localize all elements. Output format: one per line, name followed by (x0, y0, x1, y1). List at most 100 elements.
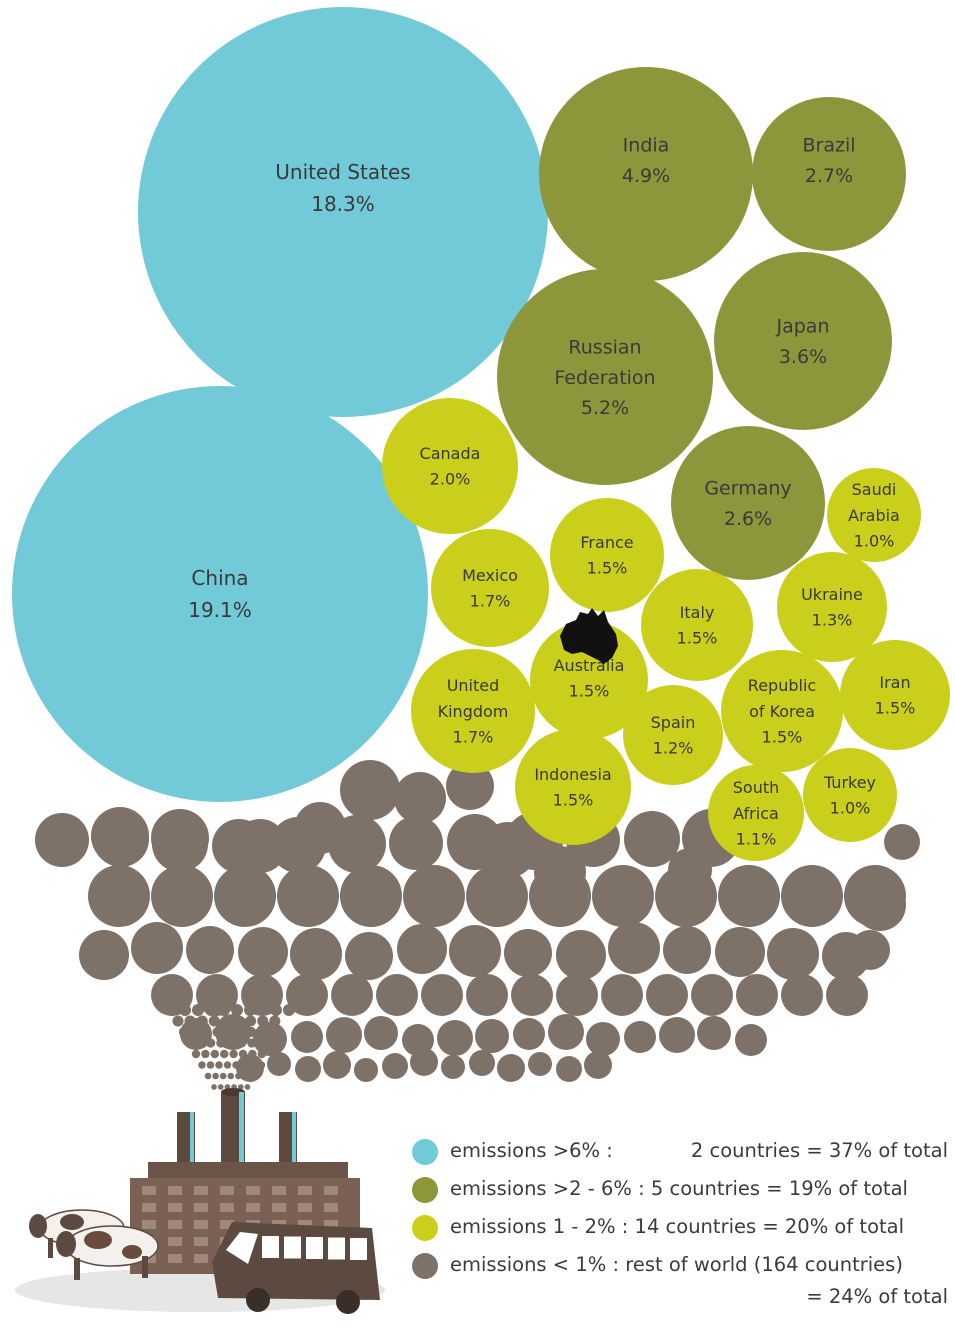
smoke-bubble-8 (270, 1004, 282, 1016)
bus-windows (262, 1236, 367, 1260)
cow-front-leg-1 (74, 1258, 80, 1280)
rest-bubble-74 (295, 1056, 321, 1082)
bubble-china (12, 386, 428, 802)
smoke-bubble-38 (201, 1049, 210, 1059)
factory-window-11 (220, 1203, 234, 1212)
rest-bubble-69 (659, 1017, 695, 1053)
bus-window-0 (262, 1236, 279, 1258)
smoke-bubble-4 (218, 1004, 230, 1016)
bubble-label-india: India (623, 135, 670, 157)
bubble-republic-of-korea (721, 650, 843, 772)
bubble-value-united-kingdom: 1.7% (453, 727, 494, 746)
legend: emissions >6% : 2 countries = 37% of tot… (412, 1136, 952, 1308)
bubble-value-china: 19.1% (188, 598, 252, 622)
bus-wheel-front (246, 1288, 270, 1312)
cow-front-spot-2 (122, 1245, 142, 1259)
bubble-value-japan: 3.6% (779, 346, 827, 368)
smoke-bubble-13 (208, 1015, 220, 1027)
smoke-bubble-46 (206, 1061, 215, 1069)
rest-bubble-58 (253, 1022, 287, 1056)
bubble-label-south-africa: South (733, 778, 780, 797)
smoke-bubble-11 (184, 1015, 196, 1027)
rest-bubble-95 (668, 848, 712, 892)
bubble-value-russian-federation: 5.2% (581, 397, 629, 419)
legend-detail-under1: = 24% of total (806, 1285, 948, 1308)
bubble-value-australia: 1.5% (569, 682, 610, 701)
cow-back-head (29, 1214, 47, 1238)
bubble-united-states (138, 7, 548, 417)
bubble-label-china: China (191, 566, 248, 590)
bubble-saudi-arabia (827, 468, 921, 562)
bubble-ukraine (777, 552, 887, 662)
smoke-bubble-17 (257, 1015, 269, 1027)
factory-window-7 (324, 1186, 338, 1195)
bus-illustration (212, 1222, 380, 1314)
legend-item-over6: emissions >6% : 2 countries = 37% of tot… (412, 1136, 952, 1174)
factory-window-12 (246, 1203, 260, 1212)
rest-bubble-20 (592, 865, 654, 927)
smoke-bubble-40 (220, 1049, 229, 1059)
rest-bubble-85 (340, 760, 400, 820)
bus-body (212, 1222, 380, 1300)
bubble-label-canada: Canada (420, 444, 481, 463)
smoke-bubble-0 (166, 1004, 178, 1016)
smoke-bubble-20 (190, 1026, 201, 1038)
rest-bubble-51 (646, 974, 688, 1016)
rest-bubble-87 (446, 762, 494, 810)
factory-window-15 (324, 1203, 338, 1212)
rest-bubble-35 (608, 922, 660, 974)
bubble-label-united-kingdom: United (447, 676, 500, 695)
rest-bubble-55 (826, 974, 868, 1016)
bubble-russian-federation (497, 269, 713, 485)
smoke-bubble-41 (229, 1049, 238, 1059)
rest-bubble-6 (389, 816, 443, 870)
bubble-australia (530, 621, 648, 739)
smoke-bubble-30 (205, 1038, 216, 1048)
rest-bubble-48 (511, 974, 553, 1016)
factory-window-5 (272, 1186, 286, 1195)
bubble-france (550, 498, 664, 612)
smoke-bubble-55 (219, 1072, 227, 1080)
rest-bubble-46 (421, 974, 463, 1016)
rest-bubble-29 (290, 928, 342, 980)
rest-bubble-60 (326, 1017, 362, 1053)
factory-window-2 (194, 1186, 208, 1195)
factory-window-10 (194, 1203, 208, 1212)
bubble-value-italy: 1.5% (677, 629, 718, 648)
rest-bubble-30 (345, 932, 393, 980)
bubble-label-united-states: United States (275, 160, 410, 184)
rest-bubble-31 (397, 924, 447, 974)
chimney-stripe-middle (239, 1092, 244, 1172)
smoke-bubble-56 (227, 1072, 235, 1080)
smoke-bubble-65 (244, 1084, 251, 1090)
bubble-value-germany: 2.6% (724, 508, 772, 530)
smoke-bubble-48 (223, 1061, 232, 1069)
bus-window-2 (306, 1237, 323, 1259)
cow-back-leg-1 (48, 1238, 53, 1258)
smoke-bubble-25 (246, 1026, 257, 1038)
bubble-label-saudi-arabia: Saudi (852, 480, 897, 499)
bubble-label-south-africa: Africa (733, 804, 779, 823)
smoke-bubble-21 (201, 1026, 212, 1038)
factory-window-26 (194, 1237, 208, 1246)
smoke-bubble-35 (257, 1038, 267, 1048)
rest-bubble-75 (323, 1051, 351, 1079)
cows-illustration (29, 1209, 159, 1280)
legend-label-under1: emissions < 1% : rest of world (164 coun… (450, 1253, 903, 1276)
legend-detail-over6: 2 countries = 37% of total (690, 1139, 948, 1162)
cow-front-leg-2 (142, 1256, 148, 1278)
smoke-bubble-5 (231, 1004, 243, 1016)
factory-window-14 (298, 1203, 312, 1212)
rest-bubble-91 (91, 807, 149, 865)
rest-bubble-0 (35, 813, 89, 867)
rest-bubble-92 (480, 822, 536, 878)
smoke-bubble-15 (232, 1015, 245, 1027)
factory-window-34 (194, 1254, 208, 1263)
smoke-bubble-31 (216, 1038, 226, 1048)
legend-swatch-1-2 (412, 1215, 438, 1241)
bubble-label-germany: Germany (704, 478, 791, 500)
rest-bubble-64 (475, 1019, 509, 1053)
bubble-value-iran: 1.5% (875, 699, 916, 718)
rest-bubble-94 (626, 816, 674, 864)
